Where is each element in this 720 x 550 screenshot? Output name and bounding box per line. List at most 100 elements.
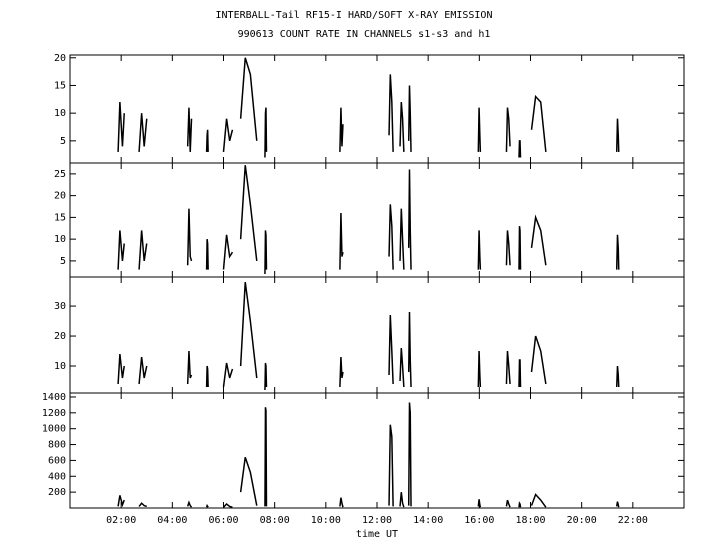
data-line	[239, 281, 258, 379]
data-line	[388, 424, 394, 507]
data-line	[399, 102, 405, 152]
y-tick-label: 800	[48, 440, 66, 451]
data-line	[615, 118, 620, 152]
data-line	[264, 407, 268, 507]
data-line	[264, 362, 268, 391]
x-tick-label: 22:00	[618, 515, 648, 526]
x-tick-label: 04:00	[157, 515, 187, 526]
panel-frame	[69, 54, 685, 164]
data-line	[186, 107, 193, 152]
x-tick-label: 12:00	[362, 515, 392, 526]
data-line	[399, 492, 405, 508]
panel-frame	[69, 162, 685, 278]
data-line	[186, 500, 193, 508]
data-line	[222, 503, 233, 508]
data-line	[222, 234, 234, 270]
y-tick-label: 20	[54, 331, 66, 342]
data-line	[264, 230, 268, 274]
data-line	[518, 359, 522, 388]
y-tick-label: 30	[54, 301, 66, 312]
data-line	[205, 129, 209, 152]
y-tick-label: 200	[48, 487, 66, 498]
x-tick-label: 08:00	[260, 515, 290, 526]
data-line	[518, 226, 522, 270]
data-line	[518, 140, 522, 158]
data-line	[530, 493, 547, 508]
data-line	[186, 351, 193, 385]
y-tick-label: 1200	[42, 408, 66, 419]
data-line	[117, 495, 125, 508]
x-tick-label: 16:00	[464, 515, 494, 526]
data-line	[477, 499, 482, 508]
data-line	[138, 502, 147, 508]
data-line	[505, 107, 511, 152]
x-tick-label: 18:00	[515, 515, 545, 526]
data-line	[518, 501, 522, 508]
data-line	[205, 503, 209, 508]
chart-title: INTERBALL-Tail RF15-I HARD/SOFT X-RAY EM…	[216, 10, 493, 21]
data-line	[222, 118, 234, 152]
y-tick-label: 5	[60, 256, 66, 267]
data-line	[530, 94, 547, 152]
data-line	[407, 169, 412, 270]
data-line	[505, 230, 511, 266]
data-line	[615, 234, 620, 270]
data-line	[407, 402, 412, 507]
data-line	[339, 107, 344, 152]
x-axis-label: time UT	[356, 529, 398, 540]
data-line	[239, 57, 258, 141]
data-line	[138, 113, 148, 152]
y-tick-label: 25	[54, 169, 66, 180]
data-line	[239, 165, 258, 261]
data-line	[407, 85, 412, 152]
data-line	[388, 315, 394, 385]
y-tick-label: 1000	[42, 424, 66, 435]
y-tick-label: 15	[54, 212, 66, 223]
y-tick-label: 10	[54, 234, 66, 245]
chart-subtitle: 990613 COUNT RATE IN CHANNELS s1-s3 and …	[238, 29, 491, 40]
data-line	[205, 239, 209, 270]
y-tick-label: 15	[54, 80, 66, 91]
data-line	[117, 230, 125, 270]
y-tick-label: 400	[48, 471, 66, 482]
data-line	[530, 335, 547, 385]
data-line	[615, 501, 620, 508]
data-line	[388, 74, 394, 152]
data-line	[530, 214, 547, 266]
panel-frame	[69, 392, 685, 509]
data-line	[239, 457, 258, 506]
data-line	[339, 213, 344, 270]
data-line	[117, 102, 125, 152]
data-line	[477, 351, 482, 388]
y-tick-label: 20	[54, 191, 66, 202]
data-line	[388, 204, 394, 270]
x-tick-label: 02:00	[106, 515, 136, 526]
data-line	[505, 350, 511, 385]
y-tick-label: 5	[60, 136, 66, 147]
data-line	[205, 365, 209, 388]
data-line	[407, 312, 412, 388]
data-line	[339, 356, 344, 388]
x-tick-label: 10:00	[311, 515, 341, 526]
y-tick-label: 20	[54, 53, 66, 64]
x-tick-label: 20:00	[567, 515, 597, 526]
data-line	[138, 230, 148, 270]
data-line	[117, 353, 125, 385]
data-line	[399, 347, 405, 388]
data-line	[477, 230, 482, 270]
y-tick-label: 10	[54, 108, 66, 119]
x-tick-label: 06:00	[208, 515, 238, 526]
data-line	[399, 208, 405, 270]
y-tick-label: 600	[48, 455, 66, 466]
data-line	[477, 107, 482, 152]
data-line	[615, 365, 620, 388]
x-tick-label: 14:00	[413, 515, 443, 526]
data-line	[264, 107, 268, 158]
data-line	[138, 356, 148, 385]
y-tick-label: 1400	[42, 392, 66, 403]
y-tick-label: 10	[54, 361, 66, 372]
data-line	[339, 497, 344, 508]
panel-frame	[69, 276, 685, 394]
